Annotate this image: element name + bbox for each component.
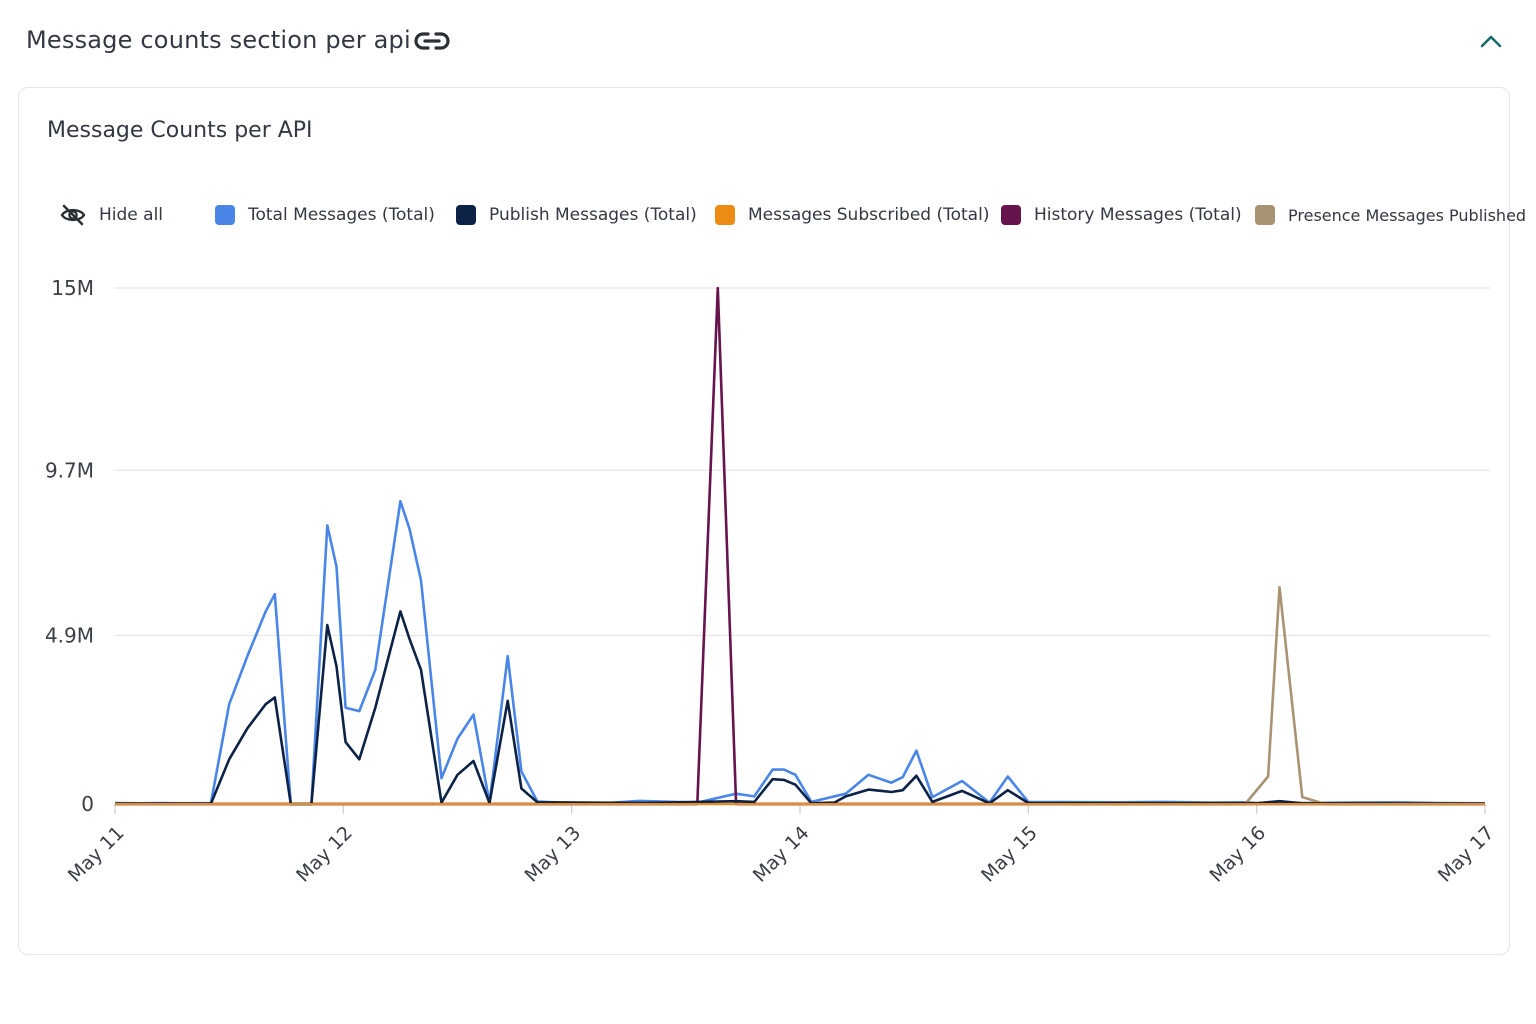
- legend-item-presence-messages[interactable]: Presence Messages Published: [1255, 200, 1526, 230]
- section-header: Message counts section per api: [0, 0, 1536, 84]
- legend-item-publish-messages[interactable]: Publish Messages (Total): [456, 200, 697, 230]
- legend-swatch: [1001, 205, 1021, 225]
- legend-label: Presence Messages Published: [1288, 205, 1527, 225]
- series-line-total-messages-total[interactable]: [114, 499, 1486, 806]
- legend-swatch: [456, 205, 476, 225]
- legend-label: Messages Subscribed (Total): [748, 205, 990, 225]
- legend-item-history-messages[interactable]: History Messages (Total): [1001, 200, 1242, 230]
- x-tick-label: May 13: [521, 822, 586, 887]
- legend-label: Total Messages (Total): [248, 205, 435, 225]
- chevron-up-icon[interactable]: [1476, 28, 1506, 54]
- section-title: Message counts section per api: [26, 26, 411, 54]
- x-tick-label: May 12: [292, 822, 357, 887]
- x-tick-label: May 11: [64, 822, 129, 887]
- series-line-history-messages-total[interactable]: [115, 286, 1485, 806]
- hide-all-label: Hide all: [99, 205, 164, 225]
- series-line-publish-messages-total[interactable]: [115, 610, 1486, 806]
- y-tick-label: 0: [81, 792, 94, 816]
- legend-label: Publish Messages (Total): [489, 205, 697, 225]
- hide-all-toggle[interactable]: Hide all: [59, 200, 163, 230]
- x-tick-label: May 15: [977, 822, 1042, 887]
- chart-card: Message Counts per API Hide all Total Me…: [18, 87, 1526, 955]
- legend-swatch: [1255, 205, 1275, 225]
- eye-off-icon: [60, 204, 86, 226]
- x-tick-label: May 17: [1434, 822, 1499, 887]
- y-tick-label: 9.7M: [45, 458, 94, 482]
- legend-item-total-messages[interactable]: Total Messages (Total): [215, 200, 435, 230]
- legend-item-messages-subscribed[interactable]: Messages Subscribed (Total): [715, 200, 989, 230]
- x-tick-label: May 14: [749, 822, 814, 887]
- legend-swatch: [715, 205, 735, 225]
- y-tick-label: 15M: [51, 276, 94, 300]
- chart-title: Message Counts per API: [47, 118, 313, 143]
- legend-swatch: [215, 205, 235, 225]
- y-tick-label: 4.9M: [45, 623, 94, 647]
- legend-label: History Messages (Total): [1034, 205, 1242, 225]
- chart-legend: Hide all Total Messages (Total) Publish …: [59, 200, 1526, 230]
- x-tick-label: May 16: [1206, 822, 1271, 887]
- link-icon[interactable]: [412, 28, 452, 54]
